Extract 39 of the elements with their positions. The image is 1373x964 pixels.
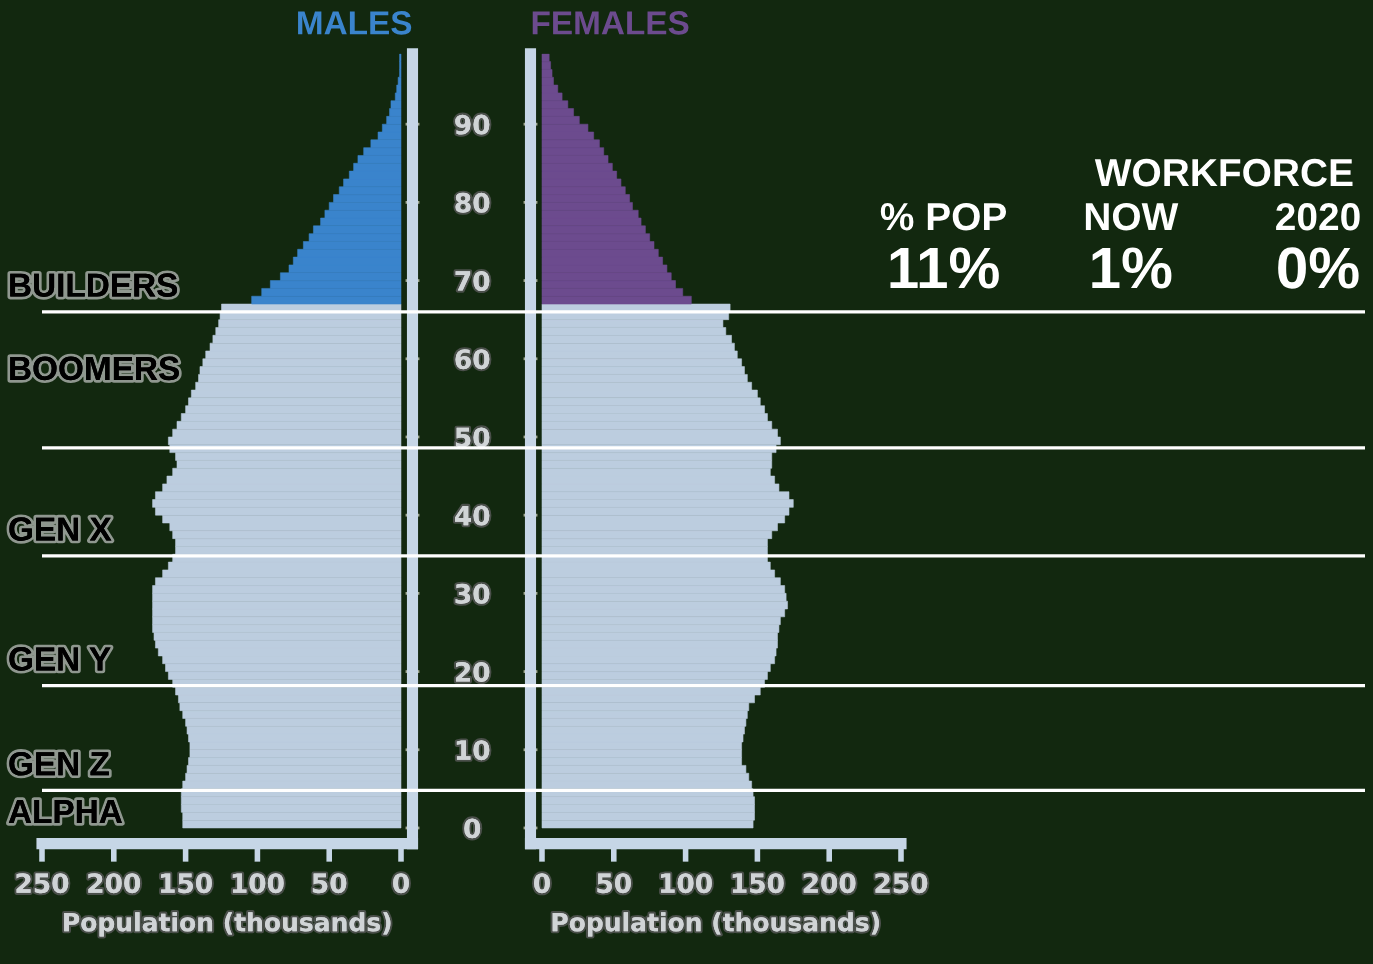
x-tick-label: 150	[161, 873, 212, 894]
y-tick-label: 60	[455, 349, 490, 370]
ref-line-label: BOOMERS	[10, 356, 179, 381]
x-axis-title: Population (thousands)	[64, 912, 391, 937]
chart-title: FEMALES	[532, 11, 689, 35]
y-tick-label: 40	[455, 505, 490, 526]
x-tick-label: 100	[661, 873, 712, 894]
category-label: 2020	[1276, 202, 1360, 231]
ref-line-label: GEN X	[9, 517, 112, 541]
y-tick-label: 0	[464, 818, 481, 839]
x-tick-label: 200	[88, 873, 141, 894]
ref-line-label: GEN Z	[9, 751, 109, 776]
x-axis-title: Population (thousands)	[552, 912, 879, 937]
x-tick-label: 100	[232, 873, 284, 894]
text: 1%	[1092, 247, 1172, 289]
x-tick-label: 0	[393, 873, 409, 894]
annotation: ALPHA	[8, 799, 122, 823]
x-tick-label: 200	[803, 873, 856, 894]
category-label: % POP	[880, 202, 1007, 231]
x-tick-label: 250	[16, 873, 69, 894]
y-tick-label: 80	[455, 192, 490, 213]
x-tick-label: 50	[597, 873, 631, 894]
chart-title: MALES	[298, 11, 412, 35]
y-tick-label: 70	[455, 271, 490, 291]
annotation: 11%	[890, 247, 999, 289]
y-tick-label: 90	[455, 114, 490, 135]
x-tick-label: 150	[732, 873, 784, 894]
y-tick-label: 20	[455, 662, 490, 682]
category-label: NOW	[1085, 202, 1179, 231]
x-tick-label: 50	[312, 873, 347, 894]
text: 0%	[1278, 247, 1359, 289]
text: WORKFORCE	[1094, 158, 1353, 187]
ref-line-label: GEN Y	[9, 647, 111, 671]
y-tick-label: 10	[456, 740, 490, 761]
y-tick-label: 30	[455, 583, 490, 604]
ref-line-label: BUILDERS	[10, 273, 178, 297]
x-tick-label: 0	[534, 873, 550, 894]
y-tick-label: 50	[455, 427, 490, 448]
x-tick-label: 250	[875, 873, 928, 894]
